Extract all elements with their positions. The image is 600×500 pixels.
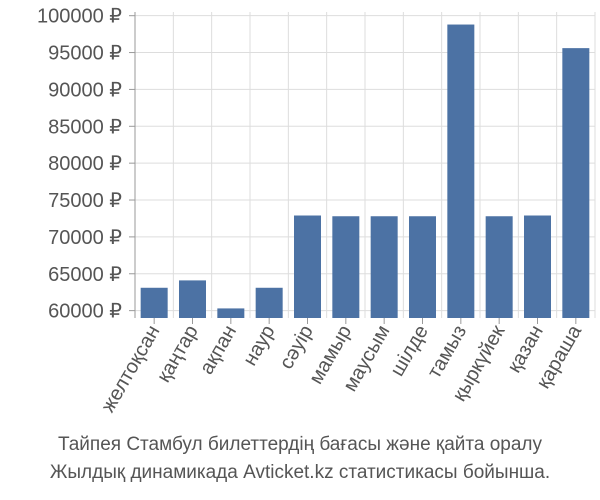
y-tick-label: 65000 ₽ <box>48 264 122 286</box>
bar <box>409 216 436 318</box>
bar <box>524 215 551 318</box>
bar <box>179 280 206 318</box>
y-tick-label: 85000 ₽ <box>48 116 122 138</box>
bar <box>217 308 245 318</box>
y-tick-label: 80000 ₽ <box>48 153 122 175</box>
y-tick-label: 90000 ₽ <box>48 79 122 101</box>
grid-lines <box>134 12 596 318</box>
caption-line-1: Тайпея Стамбул билеттердің бағасы және қ… <box>57 434 543 455</box>
y-tick-label: 100000 ₽ <box>37 6 122 28</box>
x-axis: желтоқсанқаңтарақпаннаурсәуірмамырмаусым… <box>97 318 587 417</box>
y-tick-label: 75000 ₽ <box>48 190 122 212</box>
bar <box>447 24 475 318</box>
bar <box>140 287 168 318</box>
x-tick-label: ақпан <box>196 322 241 379</box>
bar <box>485 216 513 318</box>
bar <box>255 287 283 318</box>
bar <box>294 215 321 318</box>
y-tick-label: 70000 ₽ <box>48 227 122 249</box>
y-tick-label: 60000 ₽ <box>48 301 122 323</box>
bar <box>562 48 590 318</box>
y-axis: 60000 ₽ 65000 ₽ 70000 ₽ 75000 ₽ 80000 ₽ 85000… <box>37 6 136 323</box>
bars <box>140 24 590 318</box>
x-tick-label: наур <box>239 322 279 370</box>
y-tick-label: 95000 ₽ <box>48 43 122 65</box>
x-tick-label: желтоқсан <box>97 322 164 417</box>
caption-line-2: Жылдық динамикада Avticket.kz статистика… <box>49 462 551 483</box>
bar <box>332 216 360 318</box>
bar <box>370 216 398 318</box>
